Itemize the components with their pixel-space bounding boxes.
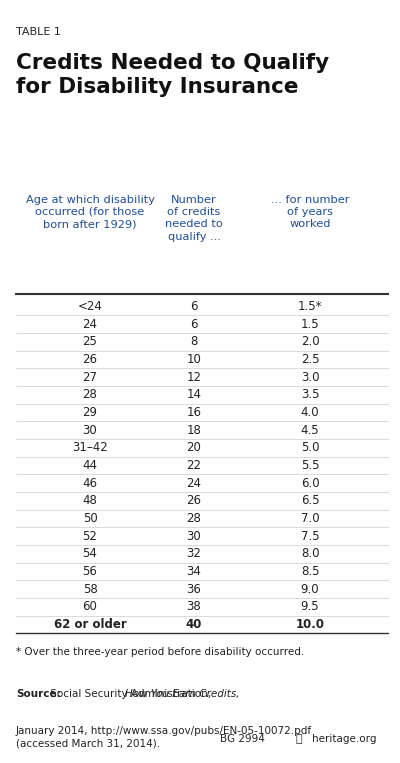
Text: 3.5: 3.5 <box>301 388 319 401</box>
Text: 44: 44 <box>82 459 98 472</box>
Text: 12: 12 <box>186 371 202 384</box>
Text: 9.0: 9.0 <box>301 583 319 596</box>
Text: 24: 24 <box>82 317 98 330</box>
Text: 5.0: 5.0 <box>301 441 319 454</box>
Text: 56: 56 <box>82 565 98 578</box>
Text: 31–42: 31–42 <box>72 441 108 454</box>
Text: 25: 25 <box>82 335 98 348</box>
Text: How You Earn Credits,: How You Earn Credits, <box>125 689 239 699</box>
Text: 38: 38 <box>187 600 201 613</box>
Text: Number
of credits
needed to
qualify ...: Number of credits needed to qualify ... <box>165 195 223 242</box>
Text: 6.5: 6.5 <box>301 494 319 507</box>
Text: Social Security Administration,: Social Security Administration, <box>47 689 214 699</box>
Text: 54: 54 <box>82 547 98 560</box>
Text: * Over the three-year period before disability occurred.: * Over the three-year period before disa… <box>16 647 304 657</box>
Text: 22: 22 <box>186 459 202 472</box>
Text: 2.5: 2.5 <box>301 353 319 366</box>
Text: 14: 14 <box>186 388 202 401</box>
Text: 29: 29 <box>82 406 98 419</box>
Text: 6.0: 6.0 <box>301 477 319 490</box>
Text: 28: 28 <box>82 388 98 401</box>
Text: 6: 6 <box>190 317 198 330</box>
Text: 30: 30 <box>83 423 97 436</box>
Text: 58: 58 <box>83 583 97 596</box>
Text: 30: 30 <box>187 530 201 542</box>
Text: 50: 50 <box>83 512 97 525</box>
Text: 2.0: 2.0 <box>301 335 319 348</box>
Text: Credits Needed to Qualify
for Disability Insurance: Credits Needed to Qualify for Disability… <box>16 53 329 97</box>
Text: 7.0: 7.0 <box>301 512 319 525</box>
Text: 52: 52 <box>82 530 98 542</box>
Text: 46: 46 <box>82 477 98 490</box>
Text: Age at which disability
occurred (for those
born after 1929): Age at which disability occurred (for th… <box>26 195 154 230</box>
Text: 5.5: 5.5 <box>301 459 319 472</box>
Text: 7.5: 7.5 <box>301 530 319 542</box>
Text: 6: 6 <box>190 300 198 313</box>
Text: 16: 16 <box>186 406 202 419</box>
Text: 32: 32 <box>186 547 202 560</box>
Text: 28: 28 <box>186 512 202 525</box>
Text: 40: 40 <box>186 618 202 631</box>
Text: heritage.org: heritage.org <box>312 733 376 744</box>
Text: 27: 27 <box>82 371 98 384</box>
Text: 4.5: 4.5 <box>301 423 319 436</box>
Text: 9.5: 9.5 <box>301 600 319 613</box>
Text: 8.0: 8.0 <box>301 547 319 560</box>
Text: 4.0: 4.0 <box>301 406 319 419</box>
Text: BG 2994: BG 2994 <box>220 733 265 744</box>
Text: January 2014, http://www.ssa.gov/pubs/EN-05-10072.pdf
(accessed March 31, 2014).: January 2014, http://www.ssa.gov/pubs/EN… <box>16 726 312 749</box>
Text: 1.5*: 1.5* <box>298 300 322 313</box>
Text: 62 or older: 62 or older <box>54 618 126 631</box>
Text: 3.0: 3.0 <box>301 371 319 384</box>
Text: 48: 48 <box>82 494 98 507</box>
Text: 34: 34 <box>186 565 202 578</box>
Text: Source:: Source: <box>16 689 61 699</box>
Text: 8: 8 <box>190 335 198 348</box>
Text: 24: 24 <box>186 477 202 490</box>
Text: 60: 60 <box>82 600 98 613</box>
Text: TABLE 1: TABLE 1 <box>16 27 61 37</box>
Text: 10.0: 10.0 <box>296 618 324 631</box>
Text: 18: 18 <box>186 423 202 436</box>
Text: 26: 26 <box>186 494 202 507</box>
Text: 10: 10 <box>186 353 202 366</box>
Text: 1.5: 1.5 <box>301 317 319 330</box>
Text: 20: 20 <box>186 441 202 454</box>
Text: ⛳: ⛳ <box>296 733 303 744</box>
Text: 8.5: 8.5 <box>301 565 319 578</box>
Text: <24: <24 <box>78 300 102 313</box>
Text: 36: 36 <box>186 583 202 596</box>
Text: ... for number
of years
worked: ... for number of years worked <box>271 195 349 230</box>
Text: 26: 26 <box>82 353 98 366</box>
